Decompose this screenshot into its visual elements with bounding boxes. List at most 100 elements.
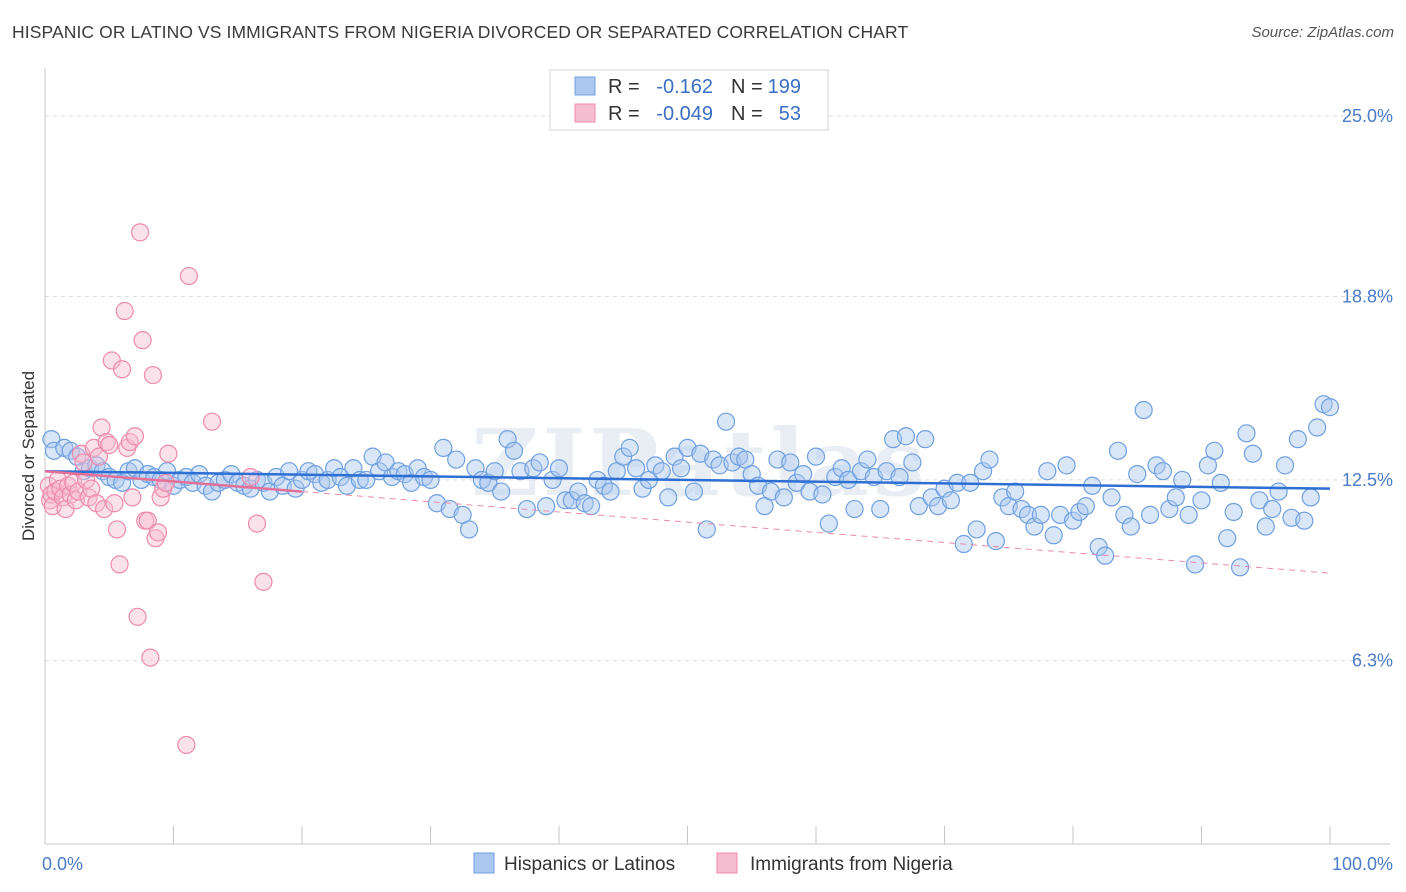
point-hispanics — [716, 412, 736, 431]
point-hispanics — [1275, 456, 1295, 475]
y-tick-label: 25.0% — [1342, 106, 1393, 126]
point-hispanics — [1218, 529, 1237, 548]
legend-swatch-hispanics — [574, 76, 596, 96]
point-hispanics — [1140, 505, 1160, 524]
trend-line-nigeria-solid — [44, 469, 303, 493]
point-nigeria — [254, 572, 273, 591]
legend-n-value-1: 199 — [768, 76, 801, 98]
point-nigeria — [141, 648, 160, 667]
point-hispanics — [858, 450, 877, 469]
point-hispanics — [1211, 473, 1230, 492]
legend-n-label-1: N = — [731, 76, 763, 98]
point-hispanics — [742, 465, 761, 484]
point-hispanics — [1025, 517, 1044, 536]
point-hispanics — [1134, 400, 1153, 420]
point-hispanics — [537, 497, 556, 516]
point-hispanics — [582, 497, 601, 516]
series-nigeria-points — [39, 223, 273, 755]
point-hispanics — [569, 482, 588, 501]
point-hispanics — [498, 430, 517, 449]
point-hispanics — [967, 520, 986, 539]
point-nigeria — [128, 607, 147, 626]
legend-r-value-2: -0.049 — [656, 103, 713, 125]
point-hispanics — [652, 462, 671, 481]
point-hispanics — [530, 453, 549, 472]
point-hispanics — [1237, 424, 1256, 443]
point-hispanics — [903, 453, 922, 472]
point-nigeria — [130, 223, 150, 242]
point-hispanics — [1153, 462, 1173, 481]
point-hispanics — [1230, 558, 1250, 577]
point-hispanics — [839, 470, 858, 490]
point-nigeria — [89, 447, 109, 466]
bottom-legend: Hispanics or Latinos Immigrants from Nig… — [473, 852, 953, 875]
point-hispanics — [871, 499, 890, 519]
point-hispanics — [1288, 430, 1307, 449]
point-nigeria — [97, 432, 116, 452]
point-hispanics — [1166, 488, 1185, 507]
point-hispanics — [421, 470, 440, 490]
point-hispanics — [1192, 491, 1211, 510]
point-hispanics — [549, 459, 569, 478]
point-hispanics — [1057, 456, 1076, 475]
point-hispanics — [1173, 470, 1192, 490]
point-nigeria — [120, 432, 139, 452]
point-hispanics — [1076, 497, 1095, 516]
point-hispanics — [344, 459, 363, 478]
bottom-legend-swatch-hispanics — [473, 852, 495, 874]
point-hispanics — [1121, 517, 1140, 536]
point-nigeria — [156, 473, 175, 492]
point-hispanics — [1295, 511, 1314, 530]
point-hispanics — [980, 450, 999, 469]
point-hispanics — [697, 520, 716, 539]
point-hispanics — [601, 482, 620, 501]
legend-box: R = -0.162 N = 199 R = -0.049 N = 53 — [549, 69, 829, 131]
point-hispanics — [1256, 517, 1275, 536]
point-hispanics — [1044, 526, 1063, 545]
point-hispanics — [1308, 418, 1327, 437]
point-hispanics — [1205, 441, 1224, 460]
point-hispanics — [1102, 488, 1121, 507]
point-nigeria — [123, 488, 142, 507]
point-nigeria — [159, 444, 178, 463]
legend-r-value-1: -0.162 — [656, 76, 713, 98]
point-hispanics — [1263, 499, 1282, 519]
point-hispanics — [42, 430, 61, 449]
point-hispanics — [1128, 465, 1147, 484]
point-nigeria — [143, 365, 163, 385]
point-nigeria — [133, 331, 152, 350]
point-hispanics — [626, 459, 646, 478]
point-nigeria — [110, 555, 129, 574]
point-nigeria — [247, 514, 267, 533]
x-tick-label-max: 100.0% — [1332, 854, 1393, 874]
point-nigeria — [177, 735, 196, 755]
point-nigeria — [100, 435, 119, 455]
point-nigeria — [241, 467, 260, 487]
point-nigeria — [179, 266, 199, 286]
point-nigeria — [105, 494, 124, 513]
bottom-legend-label-hispanics: Hispanics or Latinos — [504, 854, 675, 875]
trend-line-nigeria-dashed — [301, 491, 1331, 574]
point-nigeria — [202, 412, 222, 431]
legend-n-label-2: N = — [731, 103, 763, 125]
point-hispanics — [973, 462, 993, 481]
point-hispanics — [556, 491, 575, 510]
point-hispanics — [845, 499, 864, 519]
point-hispanics — [671, 459, 691, 478]
point-hispanics — [485, 462, 504, 481]
point-hispanics — [684, 482, 704, 501]
point-hispanics — [1243, 444, 1263, 463]
point-hispanics — [479, 473, 498, 492]
point-nigeria — [74, 453, 93, 472]
point-nigeria — [115, 301, 134, 321]
y-axis-title: Divorced or Separated — [19, 371, 38, 541]
point-hispanics — [890, 467, 909, 487]
point-hispanics — [909, 497, 928, 516]
point-hispanics — [1250, 491, 1269, 510]
gridlines — [45, 115, 1390, 662]
x-tick-label-min: 0.0% — [42, 854, 83, 874]
y-axis-tick-labels: 25.0% 18.8% 12.5% 6.3% — [1342, 106, 1393, 671]
point-hispanics — [1006, 482, 1025, 501]
point-hispanics — [492, 482, 511, 501]
